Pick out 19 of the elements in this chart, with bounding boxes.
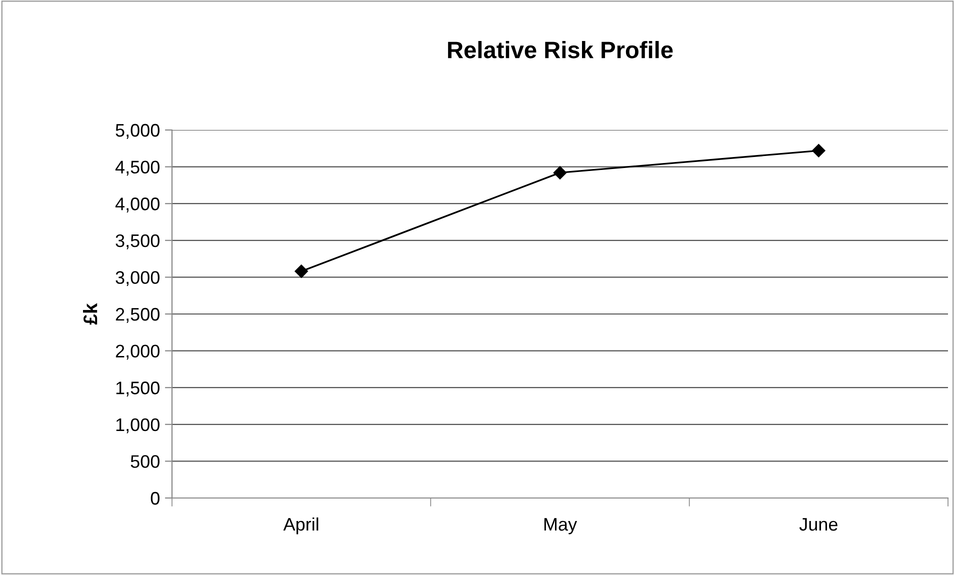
x-tick-label: June (799, 518, 838, 531)
chart-title: Relative Risk Profile (448, 40, 673, 58)
point (553, 166, 567, 180)
y-tick-label: 500 (130, 455, 160, 468)
point (294, 264, 308, 278)
x-tick-label: May (544, 518, 578, 534)
y-tick-label: 3,500 (116, 234, 160, 250)
y-tick-label: 4,000 (115, 198, 160, 212)
y-tick-label: 0 (150, 492, 160, 505)
y-tick-label: 4,500 (115, 160, 160, 176)
y-tick-label: 1,000 (116, 418, 160, 434)
x-tick-label: April (283, 517, 318, 534)
point (812, 144, 826, 158)
y-tick-label: 2,500 (116, 308, 160, 323)
y-tick-label: 3,000 (116, 271, 160, 286)
y-tick-label: 1,500 (116, 382, 160, 396)
y-tick-label: 5,000 (116, 124, 160, 139)
y-tick-label: 2,000 (116, 344, 160, 360)
y-axis-title: £k (83, 303, 98, 325)
